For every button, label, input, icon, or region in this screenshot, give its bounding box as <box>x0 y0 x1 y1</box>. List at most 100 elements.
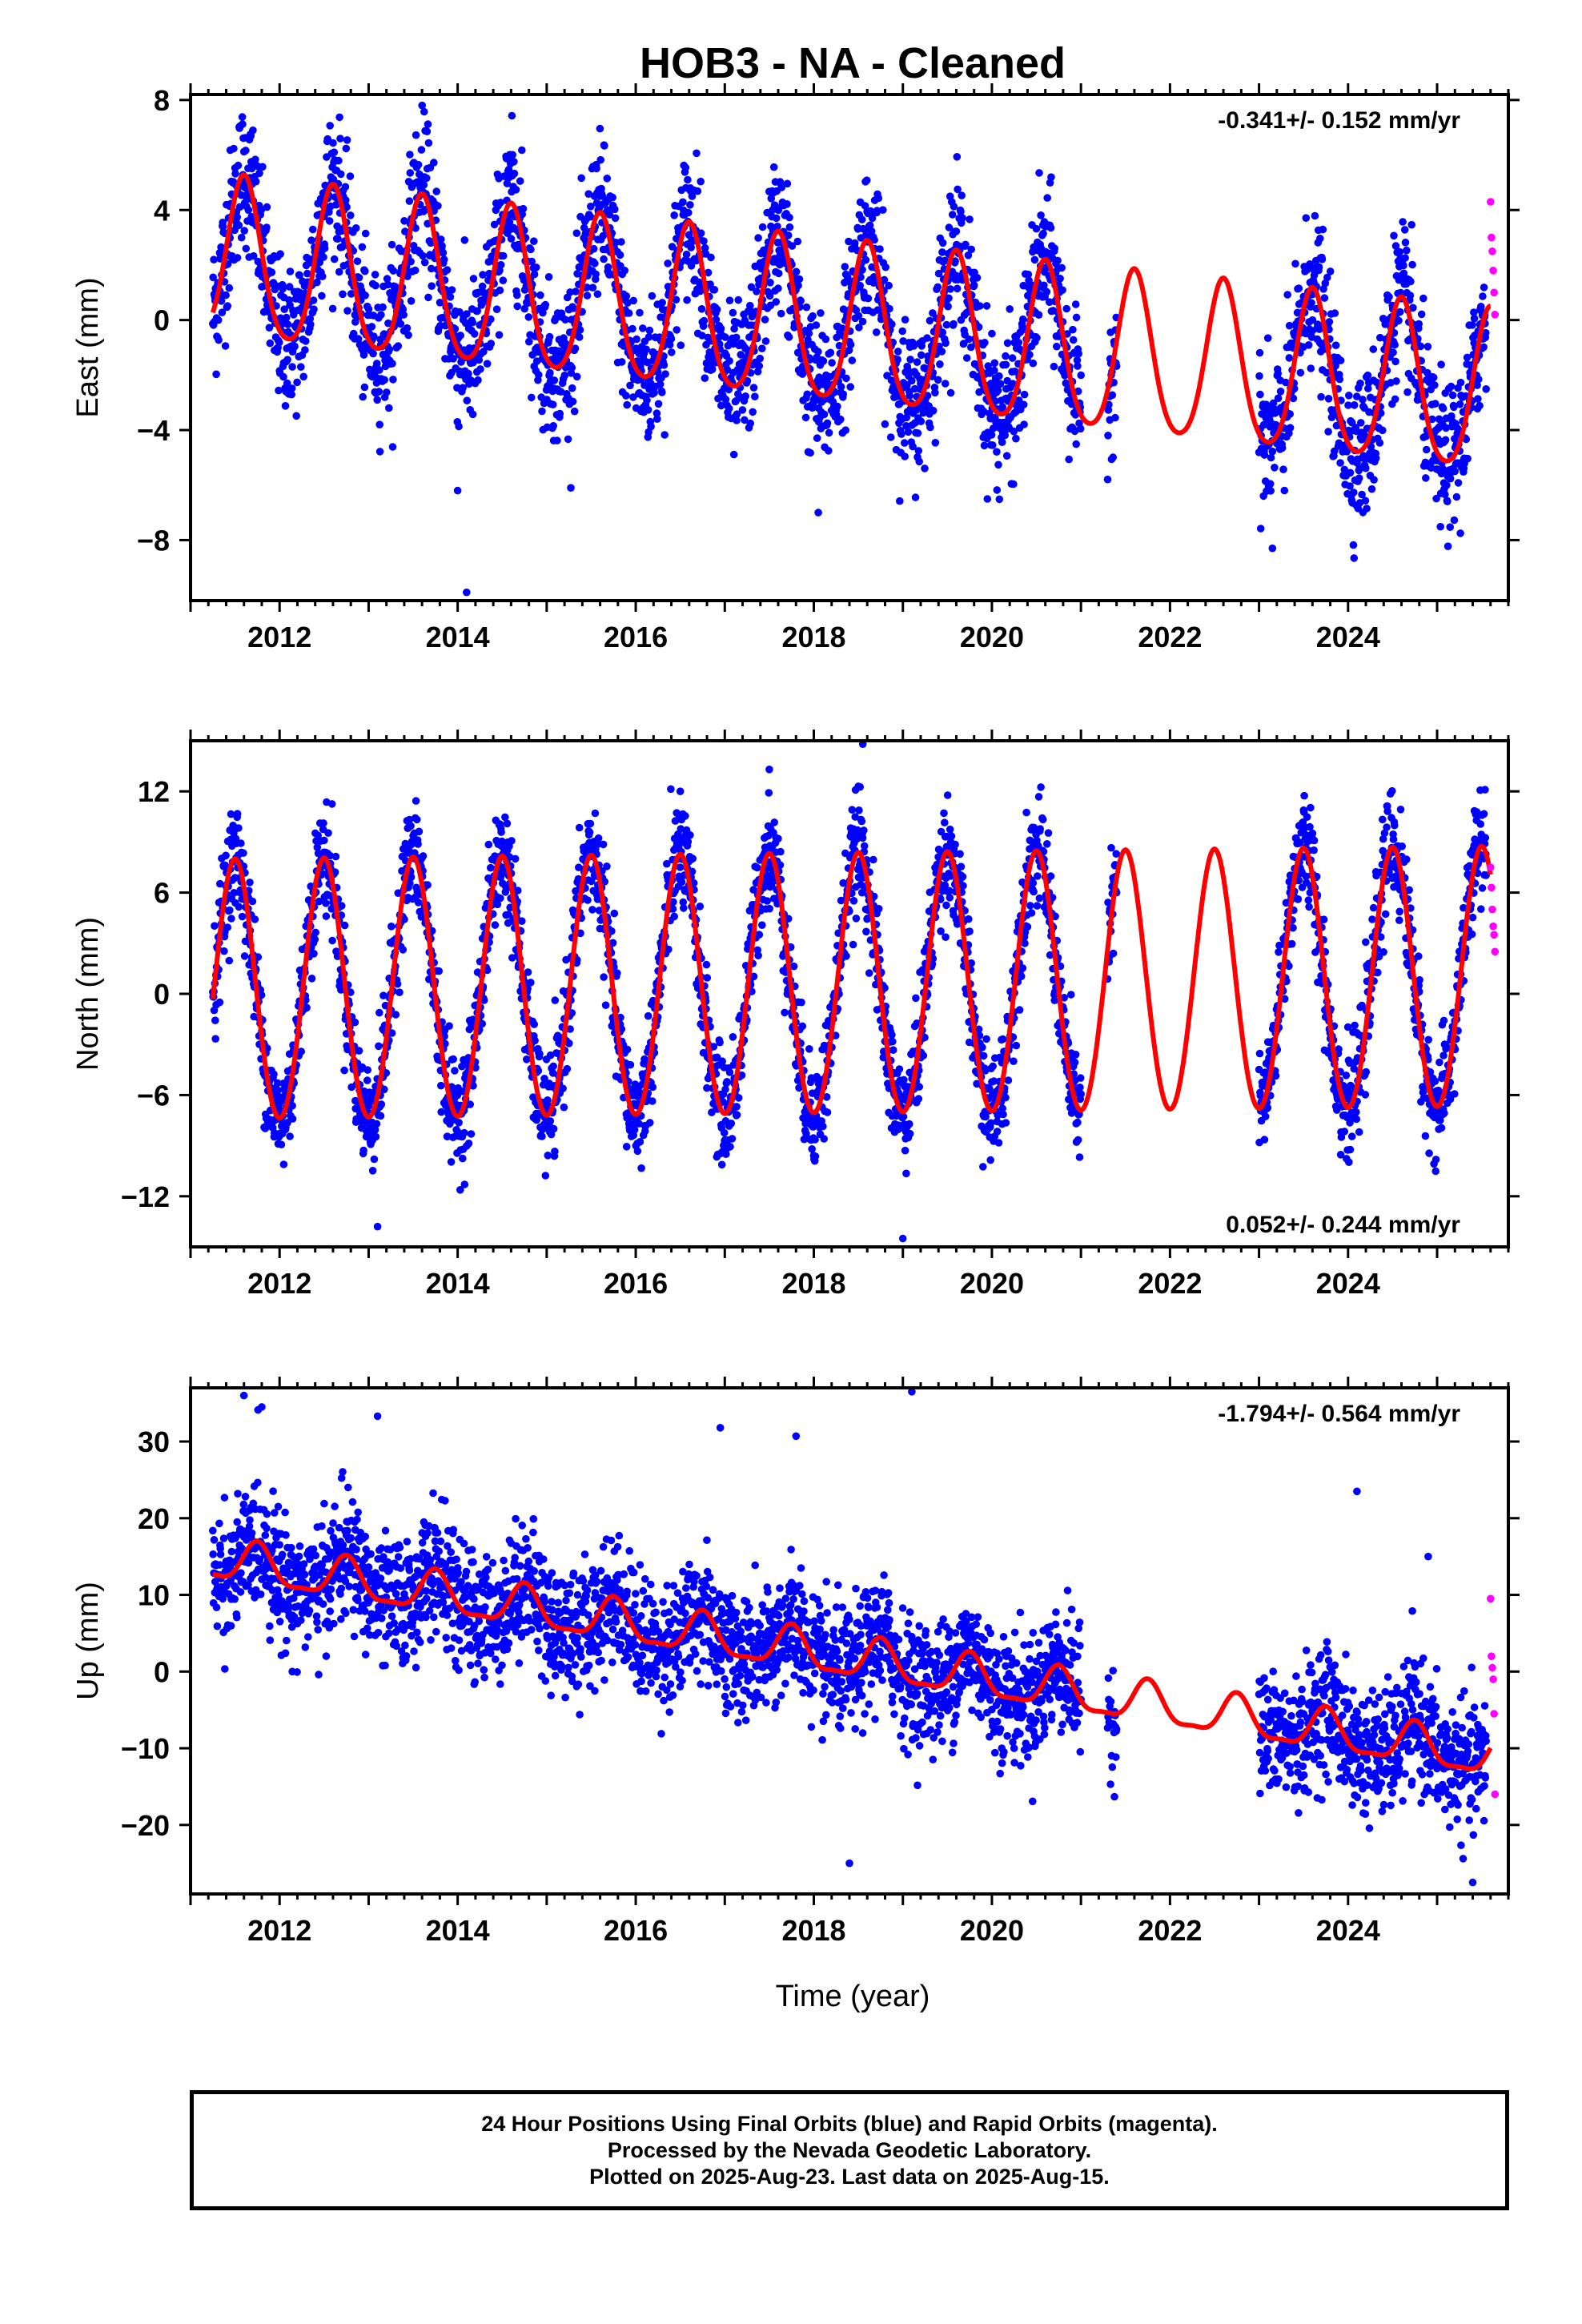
final-point <box>876 245 884 253</box>
final-point <box>783 179 792 188</box>
final-point <box>686 831 694 839</box>
final-point <box>403 324 412 332</box>
final-point <box>530 237 538 246</box>
final-point <box>376 1112 385 1120</box>
final-point <box>1437 360 1445 369</box>
final-point <box>931 439 940 447</box>
final-point <box>1395 247 1403 256</box>
final-point <box>648 292 656 300</box>
final-point <box>837 415 845 424</box>
final-point <box>767 195 776 203</box>
final-point <box>559 1084 567 1092</box>
final-point <box>661 431 669 439</box>
final-point <box>343 307 351 315</box>
final-point <box>288 1115 297 1123</box>
final-point <box>1053 342 1061 351</box>
final-point <box>817 309 825 317</box>
final-point <box>1286 410 1294 418</box>
final-point <box>702 960 711 969</box>
final-point <box>979 408 988 416</box>
final-point <box>626 1060 635 1069</box>
final-point <box>994 460 1002 469</box>
final-point <box>873 207 881 215</box>
final-point <box>571 344 580 352</box>
final-point <box>359 392 367 401</box>
final-point <box>1359 396 1367 404</box>
final-point <box>389 267 398 275</box>
final-point <box>855 324 863 332</box>
final-point <box>1304 341 1313 349</box>
final-point <box>1436 522 1444 531</box>
final-point <box>219 223 227 231</box>
final-point <box>503 819 512 828</box>
final-point <box>556 388 565 396</box>
final-point <box>473 307 481 316</box>
final-point <box>814 348 822 356</box>
final-point <box>611 205 619 214</box>
final-point <box>1349 541 1358 549</box>
final-point <box>237 839 245 847</box>
final-point <box>966 215 974 223</box>
final-point <box>469 275 478 283</box>
final-point <box>1012 434 1020 443</box>
final-point <box>483 360 492 368</box>
final-point <box>288 363 296 371</box>
final-point <box>821 335 830 344</box>
final-point <box>980 441 989 450</box>
final-point <box>375 366 383 374</box>
final-point <box>496 260 505 269</box>
final-point <box>648 1083 657 1092</box>
y-tick-label: −4 <box>137 414 170 447</box>
final-point <box>359 351 368 359</box>
final-point <box>324 829 332 837</box>
final-point <box>361 267 369 275</box>
final-point <box>734 1094 743 1102</box>
final-point <box>270 1070 278 1079</box>
final-point <box>1422 445 1431 454</box>
final-point <box>990 366 998 375</box>
final-point <box>1029 359 1038 368</box>
final-point <box>785 223 794 231</box>
final-point <box>478 282 487 291</box>
final-point <box>1283 291 1291 299</box>
final-point <box>1442 424 1450 432</box>
final-point <box>516 177 524 185</box>
final-point <box>946 285 954 293</box>
final-point <box>1286 424 1295 432</box>
final-point <box>723 1078 731 1086</box>
final-point <box>327 800 336 808</box>
final-point <box>1464 454 1472 463</box>
final-point <box>359 1146 367 1155</box>
final-point <box>267 268 276 276</box>
final-point <box>1065 455 1073 464</box>
final-point <box>668 348 676 356</box>
final-point <box>234 161 243 170</box>
final-point <box>560 372 569 380</box>
final-point <box>870 235 878 244</box>
final-point <box>738 406 747 414</box>
final-point <box>636 1138 644 1146</box>
final-point <box>394 889 403 897</box>
final-point <box>991 397 999 405</box>
final-point <box>277 1140 286 1148</box>
final-point <box>585 828 594 837</box>
final-point <box>1255 348 1264 357</box>
final-point <box>710 286 719 294</box>
final-point <box>617 358 626 366</box>
final-point <box>592 270 600 279</box>
final-point <box>868 214 877 223</box>
final-point <box>583 283 591 292</box>
final-point <box>1266 480 1275 488</box>
final-point <box>242 244 251 253</box>
final-point <box>1003 339 1012 348</box>
final-point <box>854 312 863 320</box>
final-point <box>385 345 394 354</box>
final-point <box>687 243 695 251</box>
outlier-point <box>1268 544 1277 553</box>
final-point <box>225 283 234 292</box>
final-point <box>751 392 759 401</box>
final-point <box>274 1086 282 1095</box>
final-point <box>857 215 866 223</box>
final-point <box>1441 490 1449 499</box>
final-point <box>536 1050 544 1058</box>
